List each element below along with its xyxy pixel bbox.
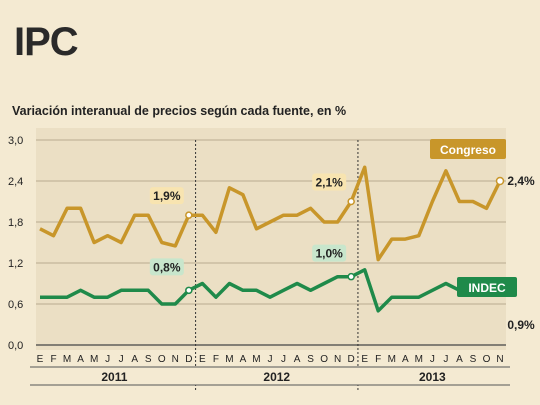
year-band bbox=[30, 367, 510, 385]
x-tick-label: E bbox=[199, 354, 206, 365]
x-tick-label: O bbox=[158, 354, 166, 365]
x-tick-label: M bbox=[415, 354, 423, 365]
x-tick-label: M bbox=[225, 354, 233, 365]
series-label: INDEC bbox=[468, 281, 506, 295]
x-tick-label: D bbox=[348, 354, 355, 365]
x-tick-label: A bbox=[131, 354, 138, 365]
x-tick-label: A bbox=[402, 354, 409, 365]
x-tick-label: F bbox=[50, 354, 56, 365]
plot-background bbox=[36, 128, 506, 350]
annotation-box bbox=[149, 258, 184, 276]
series-line-indec bbox=[40, 268, 500, 313]
x-tick-label: N bbox=[496, 354, 503, 365]
x-tick-label: M bbox=[388, 354, 396, 365]
x-tick-label: J bbox=[105, 354, 110, 365]
x-tick-label: E bbox=[361, 354, 368, 365]
series-end-value: 2,4% bbox=[507, 174, 535, 188]
x-tick-label: J bbox=[430, 354, 435, 365]
series-end-marker bbox=[495, 176, 505, 186]
annotation-label: 2,1% bbox=[315, 176, 343, 190]
x-tick-label: D bbox=[185, 354, 192, 365]
x-tick-label: A bbox=[77, 354, 84, 365]
x-tick-label: F bbox=[375, 354, 381, 365]
y-tick-label: 3,0 bbox=[8, 135, 23, 147]
x-tick-label: N bbox=[172, 354, 179, 365]
chart-title: IPC bbox=[14, 20, 79, 64]
annotation-label: 1,9% bbox=[153, 189, 181, 203]
annotation-label: 0,8% bbox=[153, 260, 181, 274]
x-tick-label: J bbox=[281, 354, 286, 365]
annotation-box bbox=[149, 187, 184, 205]
x-tick-label: O bbox=[320, 354, 328, 365]
y-tick-label: 1,2 bbox=[8, 258, 23, 270]
annotation-marker bbox=[185, 211, 193, 219]
year-label: 2012 bbox=[263, 370, 290, 384]
annotation-marker bbox=[185, 286, 193, 295]
x-tick-label: O bbox=[483, 354, 491, 365]
x-tick-label: A bbox=[456, 354, 463, 365]
y-tick-label: 2,4 bbox=[8, 176, 23, 188]
x-tick-label: M bbox=[252, 354, 260, 365]
x-tick-label: N bbox=[334, 354, 341, 365]
series-label-box bbox=[430, 139, 506, 159]
series-line-congreso bbox=[39, 165, 502, 262]
x-tick-label: S bbox=[307, 354, 314, 365]
x-tick-label: J bbox=[268, 354, 273, 365]
y-tick-label: 1,8 bbox=[8, 217, 23, 229]
x-tick-label: F bbox=[213, 354, 219, 365]
chart-subtitle: Variación interanual de precios según ca… bbox=[12, 104, 347, 118]
x-tick-label: S bbox=[470, 354, 477, 365]
annotation-box bbox=[312, 244, 347, 262]
x-tick-label: A bbox=[294, 354, 301, 365]
annotation-label: 1,0% bbox=[315, 247, 343, 261]
series-label-box bbox=[457, 277, 517, 297]
series-end-value: 0,9% bbox=[507, 318, 535, 332]
x-tick-label: M bbox=[90, 354, 98, 365]
annotation-marker bbox=[347, 272, 355, 281]
x-tick-label: M bbox=[63, 354, 71, 365]
series-label: Congreso bbox=[440, 143, 496, 157]
x-tick-label: E bbox=[37, 354, 44, 365]
year-label: 2013 bbox=[419, 370, 446, 384]
x-tick-label: S bbox=[145, 354, 152, 365]
annotation-marker bbox=[347, 197, 355, 206]
year-label: 2011 bbox=[101, 370, 127, 384]
y-tick-label: 0,6 bbox=[8, 299, 23, 311]
y-tick-label: 0,0 bbox=[8, 340, 23, 352]
x-tick-label: A bbox=[240, 354, 247, 365]
annotation-box bbox=[312, 173, 347, 191]
x-tick-label: J bbox=[119, 354, 124, 365]
x-tick-label: J bbox=[443, 354, 448, 365]
